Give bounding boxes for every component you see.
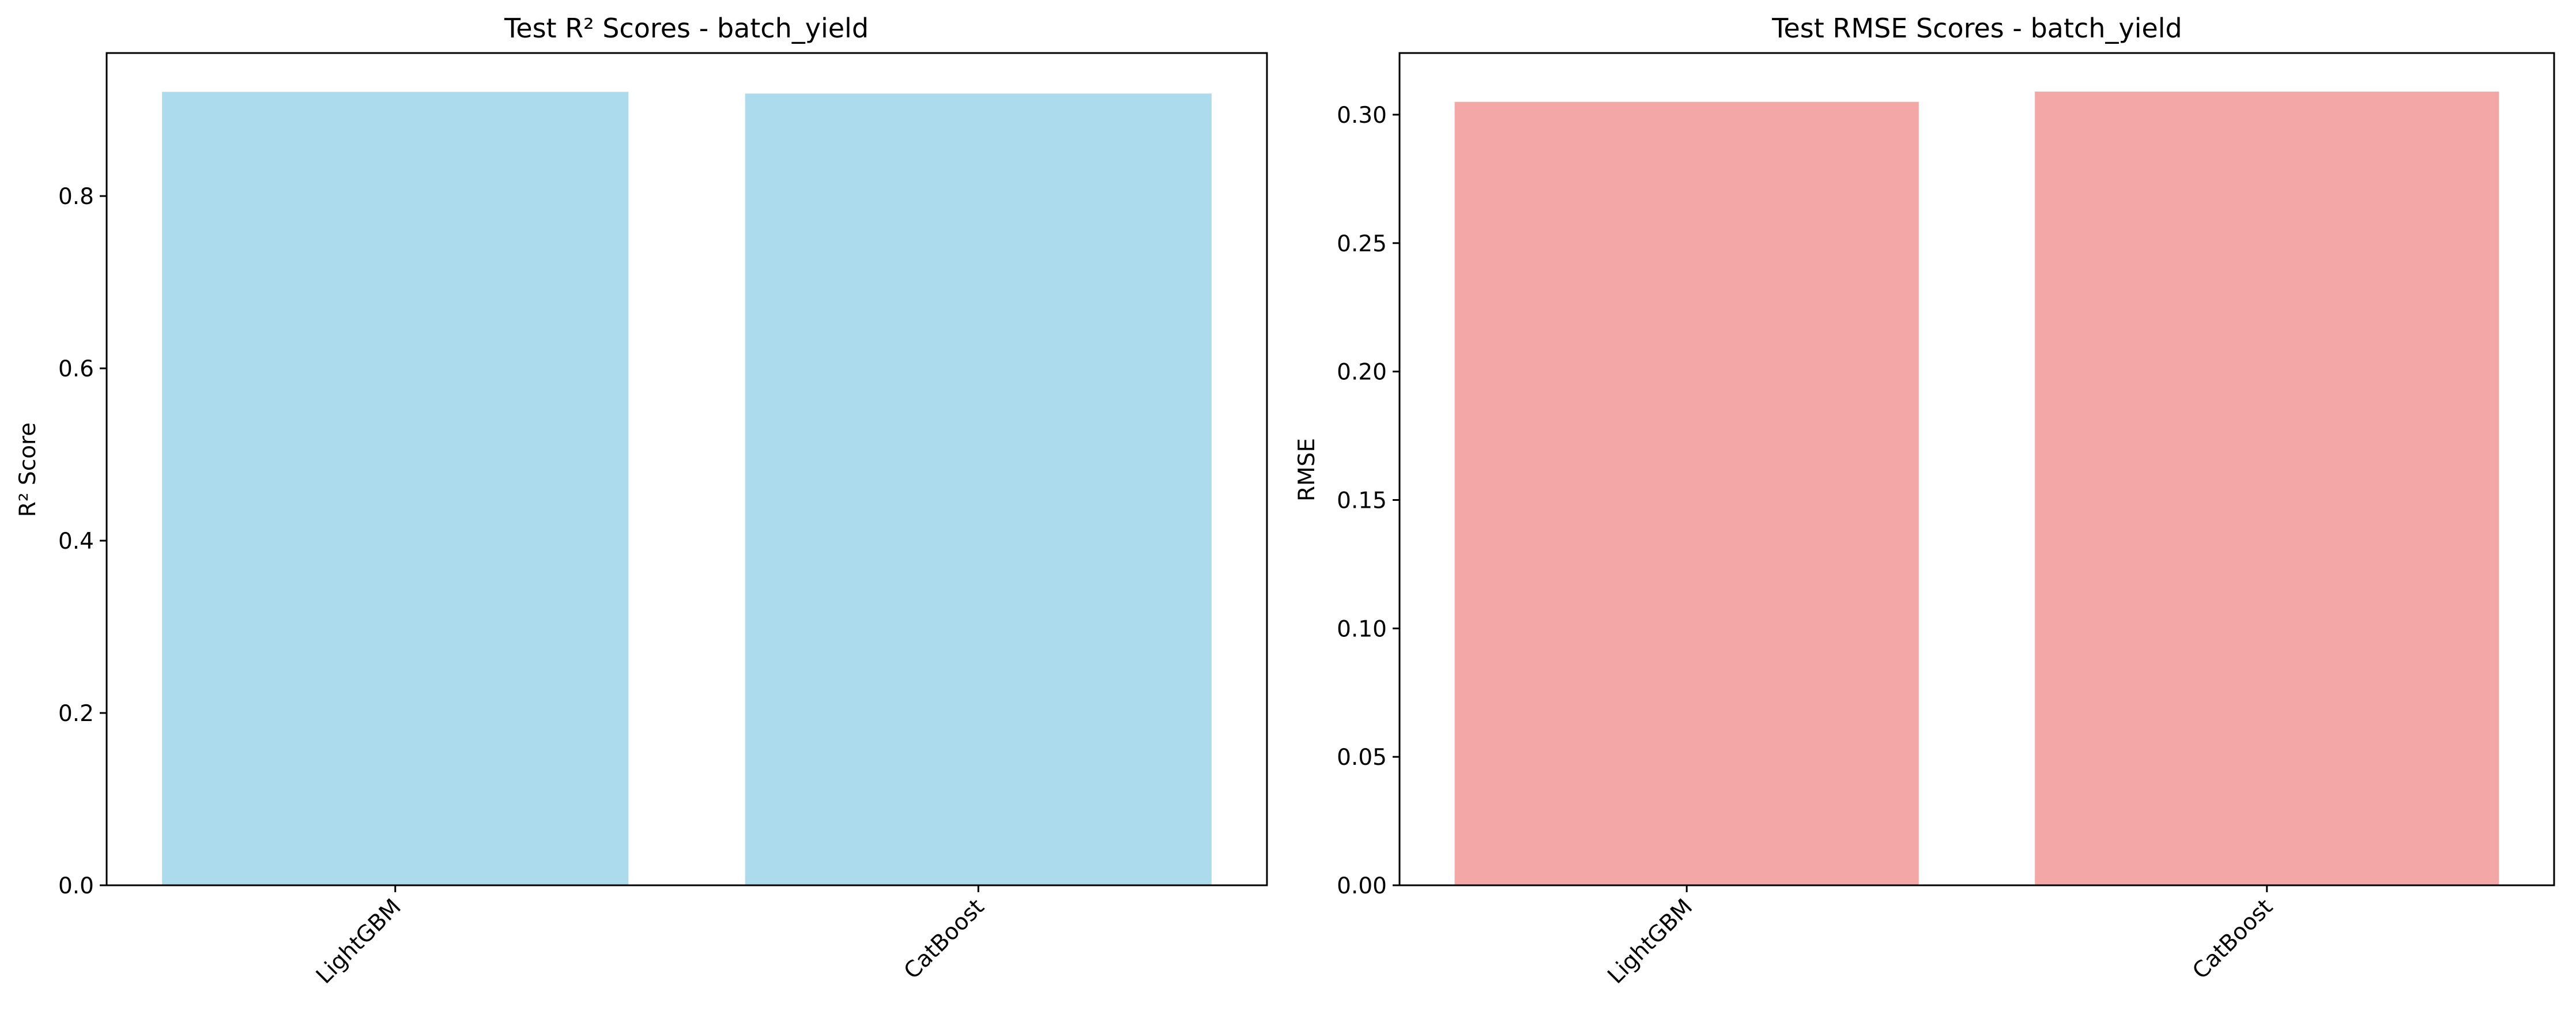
r2-x-ticks: LightGBM CatBoost — [311, 885, 989, 989]
r2-x-tick-label: LightGBM — [311, 894, 406, 989]
rmse-bar-catboost — [2035, 91, 2499, 885]
rmse-y-tick-label: 0.25 — [1337, 231, 1387, 257]
r2-chart: Test R² Scores - batch_yield R² Score 0.… — [15, 13, 1268, 989]
rmse-x-tick-label: LightGBM — [1603, 894, 1698, 989]
r2-y-ticks: 0.0 0.2 0.4 0.6 0.8 — [58, 184, 107, 899]
r2-chart-ylabel: R² Score — [15, 422, 41, 517]
r2-bar-lightgbm — [162, 92, 629, 885]
rmse-y-tick-label: 0.30 — [1337, 103, 1387, 129]
rmse-plot-frame — [1398, 52, 2555, 886]
r2-bar-catboost — [745, 93, 1212, 885]
rmse-bars — [1454, 91, 2499, 886]
rmse-chart-ylabel: RMSE — [1294, 438, 1320, 501]
r2-y-tick-label: 0.6 — [58, 356, 94, 382]
r2-plot-frame — [105, 52, 1268, 886]
r2-x-tick-label: CatBoost — [899, 894, 990, 984]
r2-bars — [162, 92, 1212, 885]
rmse-x-tick-label: CatBoost — [2187, 894, 2278, 984]
rmse-y-ticks: 0.00 0.05 0.10 0.15 0.20 0.25 0.30 — [1337, 103, 1400, 899]
r2-y-tick-label: 0.2 — [58, 701, 94, 727]
rmse-y-tick-label: 0.20 — [1337, 360, 1387, 386]
rmse-y-tick-label: 0.00 — [1337, 873, 1387, 899]
rmse-y-tick-label: 0.15 — [1337, 488, 1387, 514]
r2-y-tick-label: 0.0 — [58, 873, 94, 899]
r2-chart-title: Test R² Scores - batch_yield — [504, 13, 869, 44]
r2-y-tick-label: 0.8 — [58, 184, 94, 210]
r2-y-tick-label: 0.4 — [58, 529, 94, 554]
rmse-x-ticks: LightGBM CatBoost — [1603, 885, 2278, 989]
rmse-bar-lightgbm — [1454, 101, 1919, 886]
rmse-chart: Test RMSE Scores - batch_yield RMSE 0.00… — [1294, 13, 2555, 989]
rmse-y-tick-label: 0.10 — [1337, 616, 1387, 642]
rmse-y-tick-label: 0.05 — [1337, 745, 1387, 771]
rmse-chart-title: Test RMSE Scores - batch_yield — [1771, 13, 2182, 44]
